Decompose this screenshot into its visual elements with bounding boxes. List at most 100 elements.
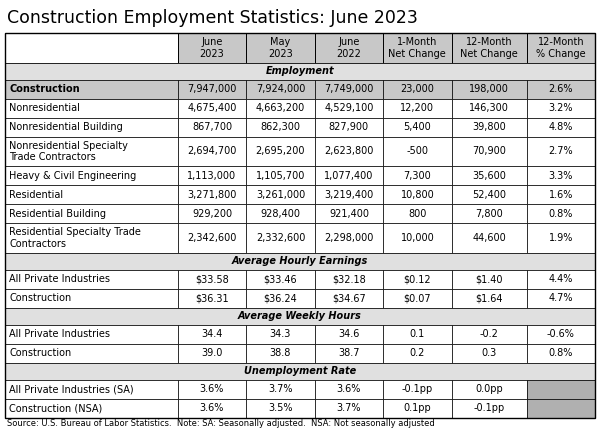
Text: 12-Month
Net Change: 12-Month Net Change — [460, 37, 518, 59]
Text: 929,200: 929,200 — [192, 209, 232, 219]
Text: 3.2%: 3.2% — [548, 103, 573, 113]
Text: 1.9%: 1.9% — [548, 233, 573, 243]
Bar — [5, 399, 178, 418]
Text: All Private Industries: All Private Industries — [9, 275, 110, 284]
Bar — [5, 118, 178, 137]
Text: Construction (NSA): Construction (NSA) — [9, 403, 102, 413]
Bar — [527, 270, 595, 289]
Text: 800: 800 — [408, 209, 427, 219]
Bar — [452, 137, 527, 166]
Text: $36.31: $36.31 — [195, 293, 229, 304]
Text: 2,342,600: 2,342,600 — [187, 233, 236, 243]
Bar — [5, 270, 178, 289]
Text: 146,300: 146,300 — [469, 103, 509, 113]
Text: $32.18: $32.18 — [332, 275, 366, 284]
Bar — [246, 33, 314, 63]
Text: 4.7%: 4.7% — [548, 293, 573, 304]
Text: 34.3: 34.3 — [270, 329, 291, 339]
Bar — [452, 270, 527, 289]
Bar — [527, 344, 595, 363]
Bar — [527, 118, 595, 137]
Text: 0.8%: 0.8% — [548, 349, 573, 358]
Bar — [178, 380, 246, 399]
Text: 12-Month
% Change: 12-Month % Change — [536, 37, 586, 59]
Text: 3,219,400: 3,219,400 — [324, 190, 374, 200]
Bar — [527, 205, 595, 223]
Bar — [178, 33, 246, 63]
Text: Unemployment Rate: Unemployment Rate — [244, 367, 356, 377]
Bar — [527, 33, 595, 63]
Text: 44,600: 44,600 — [472, 233, 506, 243]
Bar — [5, 223, 178, 253]
Bar — [383, 33, 452, 63]
Text: 921,400: 921,400 — [329, 209, 369, 219]
Bar — [5, 205, 178, 223]
Bar — [314, 325, 383, 344]
Bar — [246, 99, 314, 118]
Text: May
2023: May 2023 — [268, 37, 293, 59]
Bar — [383, 80, 452, 99]
Bar — [246, 399, 314, 418]
Text: 0.2: 0.2 — [410, 349, 425, 358]
Text: June
2022: June 2022 — [337, 37, 361, 59]
Bar — [5, 137, 178, 166]
Text: 39,800: 39,800 — [472, 122, 506, 132]
Text: 35,600: 35,600 — [472, 171, 506, 181]
Bar — [178, 166, 246, 185]
Bar — [314, 380, 383, 399]
Text: Construction: Construction — [9, 84, 80, 94]
Text: Employment: Employment — [266, 66, 334, 76]
Text: 4,675,400: 4,675,400 — [187, 103, 236, 113]
Bar — [452, 344, 527, 363]
Text: 10,800: 10,800 — [400, 190, 434, 200]
Text: 862,300: 862,300 — [260, 122, 301, 132]
Text: 3.6%: 3.6% — [200, 385, 224, 395]
Bar — [178, 344, 246, 363]
Bar — [314, 118, 383, 137]
Bar — [383, 185, 452, 205]
Text: 0.8%: 0.8% — [548, 209, 573, 219]
Text: 1,113,000: 1,113,000 — [187, 171, 236, 181]
Text: $0.12: $0.12 — [404, 275, 431, 284]
Text: 38.8: 38.8 — [270, 349, 291, 358]
Bar — [5, 289, 178, 308]
Bar — [452, 99, 527, 118]
Bar — [452, 185, 527, 205]
Text: 1,105,700: 1,105,700 — [256, 171, 305, 181]
Text: 34.6: 34.6 — [338, 329, 359, 339]
Text: $1.40: $1.40 — [475, 275, 503, 284]
Text: $36.24: $36.24 — [263, 293, 298, 304]
Bar — [452, 166, 527, 185]
Text: 2,332,600: 2,332,600 — [256, 233, 305, 243]
Bar — [246, 289, 314, 308]
Bar — [383, 270, 452, 289]
Text: Average Hourly Earnings: Average Hourly Earnings — [232, 257, 368, 266]
Text: Residential Building: Residential Building — [9, 209, 106, 219]
Bar — [246, 205, 314, 223]
Text: 3.6%: 3.6% — [337, 385, 361, 395]
Text: 0.1pp: 0.1pp — [403, 403, 431, 413]
Text: 0.1: 0.1 — [410, 329, 425, 339]
Text: Construction: Construction — [9, 349, 71, 358]
Bar — [527, 33, 595, 63]
Text: 827,900: 827,900 — [329, 122, 369, 132]
Bar — [178, 223, 246, 253]
Text: 1,077,400: 1,077,400 — [324, 171, 374, 181]
Text: $33.58: $33.58 — [195, 275, 229, 284]
Bar — [383, 33, 452, 63]
Text: $34.67: $34.67 — [332, 293, 366, 304]
Text: 5,400: 5,400 — [403, 122, 431, 132]
Text: 2,623,800: 2,623,800 — [324, 146, 374, 156]
Bar — [527, 380, 595, 399]
Text: $33.46: $33.46 — [263, 275, 297, 284]
Bar — [5, 185, 178, 205]
Bar — [314, 33, 383, 63]
Text: Construction Employment Statistics: June 2023: Construction Employment Statistics: June… — [7, 9, 418, 27]
Text: Nonresidential Specialty
Trade Contractors: Nonresidential Specialty Trade Contracto… — [9, 141, 128, 162]
Text: 7,947,000: 7,947,000 — [187, 84, 236, 94]
Bar — [383, 166, 452, 185]
Bar — [178, 185, 246, 205]
Bar — [527, 289, 595, 308]
Text: -0.1pp: -0.1pp — [473, 403, 505, 413]
Bar — [527, 137, 595, 166]
